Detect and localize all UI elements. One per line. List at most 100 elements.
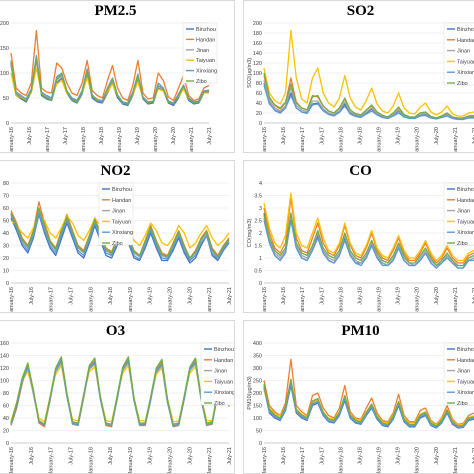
y-tick-label: 2 [259,231,262,237]
x-tick-label: January-16 [262,127,268,153]
y-tick-label: 0 [259,121,262,127]
y-tick-label: 50 [256,429,262,435]
y-tick-label: 1.5 [254,244,262,250]
series-line-xinxiang [263,85,474,121]
legend-label: Handan [214,358,233,364]
x-tick-label: January-21 [453,447,459,474]
y-tick-label: 100 [0,71,9,77]
legend-label: Taiyuan [214,379,233,385]
y-tick-label: 80 [3,391,9,397]
legend-label: Jinan [196,48,209,54]
legend-label: Binzhou [457,27,474,33]
legend-label: Jinan [214,369,227,375]
x-tick-label: July-16 [29,287,35,305]
legend-label: Jinan [112,209,125,215]
y-tick-label: 150 [253,404,262,410]
x-tick-label: January-17 [300,127,306,153]
legend-label: Binzhou [457,347,474,353]
series-line-zibo [10,58,210,106]
y-tick-label: 400 [253,341,262,347]
y-tick-label: 140 [253,51,262,57]
x-tick-label: January-18 [88,287,94,313]
x-tick-label: January-19 [128,447,134,474]
legend-label: Xinxiang [457,390,474,396]
x-tick-label: January-19 [128,287,134,313]
x-tick-label: January-17 [300,287,306,313]
y-tick-label: 140 [0,354,9,360]
x-tick-label: January-17 [49,287,55,313]
pm10-chart: 0 50 100 150 200 250 300 350 400 PM10(μg/m3) Janua… [247,341,474,474]
legend-label: Xinxiang [214,390,235,396]
x-tick-label: July-21 [472,447,474,465]
x-tick-label: July-19 [396,447,402,465]
y-tick-label: 40 [3,231,9,237]
x-tick-label: January-17 [45,127,51,153]
x-tick-label: July-17 [319,287,325,305]
series-line-xinxiang [263,219,474,269]
y-tick-label: 20 [3,256,9,262]
series-line-handan [263,197,474,264]
legend-label: Binzhou [457,187,474,193]
x-tick-label: January-21 [453,127,459,153]
y-tick-label: 120 [253,61,262,67]
x-tick-label: January-19 [377,447,383,474]
y-tick-label: 70 [3,194,9,200]
legend-label: Jinan [457,369,470,375]
x-tick-label: July-19 [396,127,402,145]
y-tick-label: 160 [0,341,9,347]
x-tick-label: July-18 [357,287,363,305]
x-tick-label: July-19 [135,127,141,145]
x-tick-label: July-16 [281,447,287,465]
x-tick-label: January-16 [9,447,15,474]
series-line-taiyuan [263,29,474,117]
x-tick-label: July-21 [472,287,474,305]
x-tick-label: July-21 [227,287,233,305]
chart-title: O3 [105,323,126,339]
x-tick-label: January-19 [117,127,123,153]
y-tick-label: 60 [3,404,9,410]
legend-label: Xinxiang [457,230,474,236]
y-tick-label: 200 [253,391,262,397]
legend-label: Jinan [457,209,470,215]
legend-box [443,182,474,246]
x-tick-label: January-18 [81,127,87,153]
legend-box [443,22,474,86]
x-tick-label: January-19 [377,287,383,313]
y-tick-label: 200 [253,21,262,27]
x-tick-label: July-20 [187,447,193,465]
series-line-handan [10,29,210,102]
x-tick-label: January-16 [9,127,15,153]
y-tick-label: 50 [3,219,9,225]
x-tick-label: July-20 [171,127,177,145]
y-tick-label: 100 [253,71,262,77]
legend-box [443,342,474,406]
legend-label: Binzhou [214,347,234,353]
y-tick-label: 1 [259,256,262,262]
x-tick-label: January-21 [453,287,459,313]
x-tick-label: July-19 [148,447,154,465]
legend-label: Taiyuan [457,219,474,225]
y-axis-label: SO2(μg/m3) [247,58,253,88]
y-tick-label: 100 [0,379,9,385]
x-tick-label: July-17 [319,447,325,465]
chart-title: PM2.5 [94,3,137,19]
y-axis-label: CO(mg/m3) [247,218,253,247]
pm25-chart: 0 50 100 150 200 January-16 July-16 January-17 J… [0,21,218,153]
x-tick-label: January-18 [338,447,344,474]
y-tick-label: 20 [256,111,262,117]
y-tick-label: 100 [253,416,262,422]
y-tick-label: 350 [253,354,262,360]
chart-title: PM10 [341,323,380,339]
y-tick-label: 300 [253,366,262,372]
series-line-zibo [263,72,474,119]
series-line-taiyuan [10,364,230,423]
y-tick-label: 180 [253,31,262,37]
x-tick-label: July-18 [108,447,114,465]
y-tick-label: 2.5 [254,219,262,225]
legend-label: Binzhou [112,187,132,193]
x-tick-label: July-20 [434,127,440,145]
x-tick-label: July-18 [108,287,114,305]
y-tick-label: 0 [6,441,9,447]
y-tick-label: 0 [259,281,262,287]
y-tick-label: 3 [259,206,262,212]
